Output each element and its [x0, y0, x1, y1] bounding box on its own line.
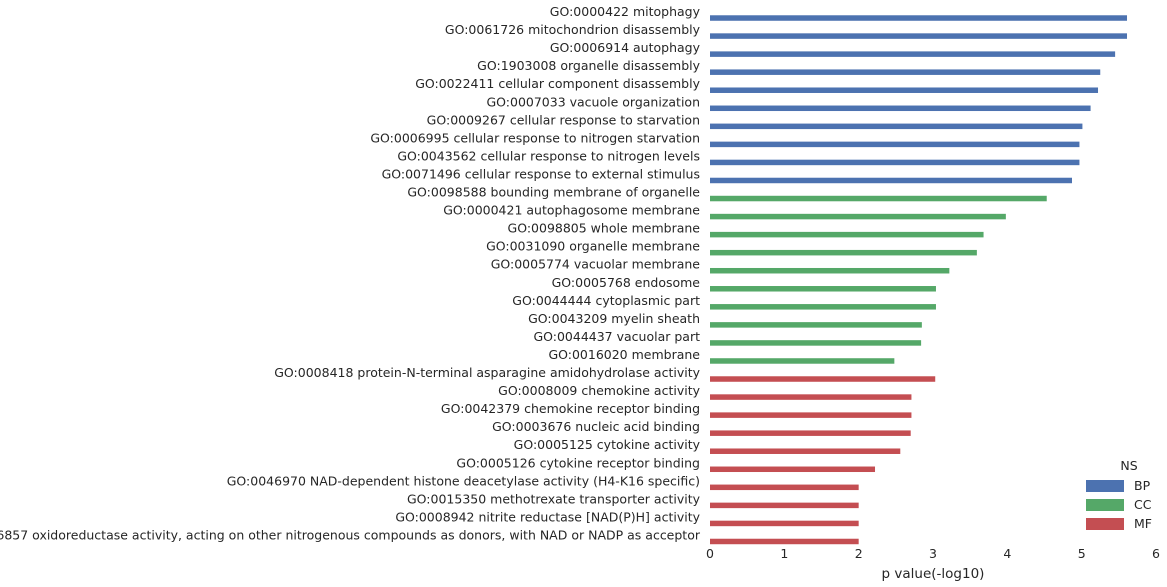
bar — [710, 267, 950, 274]
bar — [710, 322, 922, 328]
category-label: GO:0098588 bounding membrane of organell… — [407, 185, 700, 200]
bar — [710, 141, 1080, 148]
bar — [710, 195, 1047, 202]
legend-swatch-mf — [1086, 517, 1124, 530]
bar — [710, 412, 912, 418]
bar — [710, 448, 901, 454]
category-label: GO:0007033 vacuole organization — [486, 94, 700, 109]
bar — [710, 213, 1006, 220]
category-label: GO:0008009 chemokine activity — [498, 383, 700, 398]
x-tick-label: 5 — [1078, 546, 1086, 561]
category-label: GO:0009267 cellular response to starvati… — [427, 112, 700, 127]
bar — [710, 394, 912, 400]
bar — [710, 484, 859, 491]
legend-swatch-bp — [1086, 479, 1124, 492]
category-label: GO:0008418 protein-N-terminal asparagine… — [274, 365, 700, 380]
category-label: GO:0044444 cytoplasmic part — [512, 293, 700, 308]
category-label: GO:0005774 vacuolar membrane — [491, 257, 701, 272]
bar — [710, 538, 859, 545]
legend: NS BP CC MF — [1086, 458, 1166, 533]
bar — [710, 340, 922, 346]
category-label: GO:0000421 autophagosome membrane — [443, 203, 700, 218]
category-label: GO:0003676 nucleic acid binding — [492, 419, 700, 434]
x-tick-label: 4 — [1003, 546, 1011, 561]
category-label: GO:0005126 cytokine receptor binding — [456, 455, 700, 470]
legend-title: NS — [1120, 458, 1138, 473]
bar — [710, 358, 895, 364]
category-label: GO:0071496 cellular response to external… — [382, 166, 700, 181]
legend-item-bp: BP — [1086, 476, 1166, 495]
category-label: GO:0031090 organelle membrane — [486, 239, 700, 254]
category-label: GO:0046970 NAD-dependent histone deacety… — [227, 473, 700, 488]
category-label: GO:0046857 oxidoreductase activity, acti… — [0, 527, 701, 542]
bar — [710, 51, 1116, 57]
bar — [710, 249, 977, 256]
category-label: GO:0000422 mitophagy — [550, 4, 701, 19]
legend-label-mf: MF — [1134, 516, 1152, 531]
legend-item-mf: MF — [1086, 514, 1166, 533]
category-label: GO:0008942 nitrite reductase [NAD(P)H] a… — [395, 509, 700, 524]
category-label: GO:0005768 endosome — [552, 275, 701, 290]
legend-swatch-cc — [1086, 498, 1124, 511]
category-label: GO:0061726 mitochondrion disassembly — [445, 22, 701, 37]
category-label: GO:0043562 cellular response to nitrogen… — [397, 148, 700, 163]
bar — [710, 520, 859, 527]
category-label: GO:0098805 whole membrane — [508, 221, 701, 236]
category-label: GO:0042379 chemokine receptor binding — [441, 401, 700, 416]
bar — [710, 430, 911, 436]
x-axis-label: p value(-log10) — [882, 566, 985, 582]
bar — [710, 466, 876, 473]
bar — [710, 376, 936, 382]
bar — [710, 177, 1072, 184]
x-tick-label: 6 — [1152, 546, 1160, 561]
x-tick-label: 2 — [855, 546, 863, 561]
bar — [710, 15, 1128, 21]
legend-item-cc: CC — [1086, 495, 1166, 514]
category-label: GO:0005125 cytokine activity — [514, 437, 701, 452]
category-label: GO:0043209 myelin sheath — [528, 311, 700, 326]
bar — [710, 69, 1101, 75]
bar — [710, 123, 1083, 130]
bar — [710, 231, 984, 238]
bar — [710, 286, 936, 292]
bar — [710, 33, 1128, 39]
category-label: GO:0006995 cellular response to nitrogen… — [370, 130, 700, 145]
bar — [710, 502, 859, 509]
category-label: GO:0006914 autophagy — [550, 40, 701, 55]
legend-label-cc: CC — [1134, 497, 1152, 512]
category-label: GO:1903008 organelle disassembly — [477, 58, 700, 73]
bar — [710, 87, 1099, 93]
bar — [710, 105, 1091, 112]
x-tick-label: 0 — [706, 546, 714, 561]
legend-label-bp: BP — [1134, 478, 1151, 493]
x-tick-label: 3 — [929, 546, 937, 561]
category-label: GO:0016020 membrane — [548, 347, 700, 362]
category-label: GO:0015350 methotrexate transporter acti… — [407, 491, 701, 506]
category-label: GO:0044437 vacuolar part — [533, 329, 700, 344]
bar — [710, 159, 1080, 166]
bar — [710, 304, 936, 310]
x-tick-label: 1 — [780, 546, 788, 561]
category-label: GO:0022411 cellular component disassembl… — [415, 76, 700, 91]
